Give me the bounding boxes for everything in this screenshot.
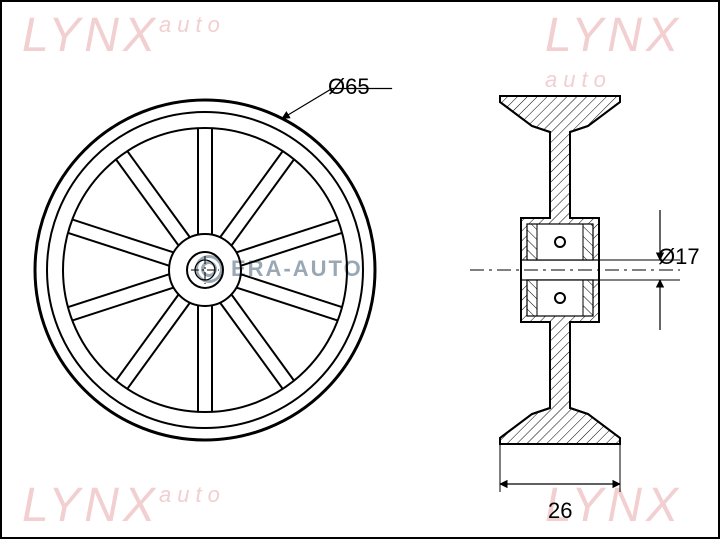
dimension-lines (282, 88, 680, 492)
dim-width: 26 (548, 498, 572, 524)
dim-outer-dia: Ø65 (328, 74, 370, 100)
front-view (35, 100, 375, 440)
dim-bore-dia: Ø17 (658, 244, 700, 270)
section-view (470, 96, 680, 444)
